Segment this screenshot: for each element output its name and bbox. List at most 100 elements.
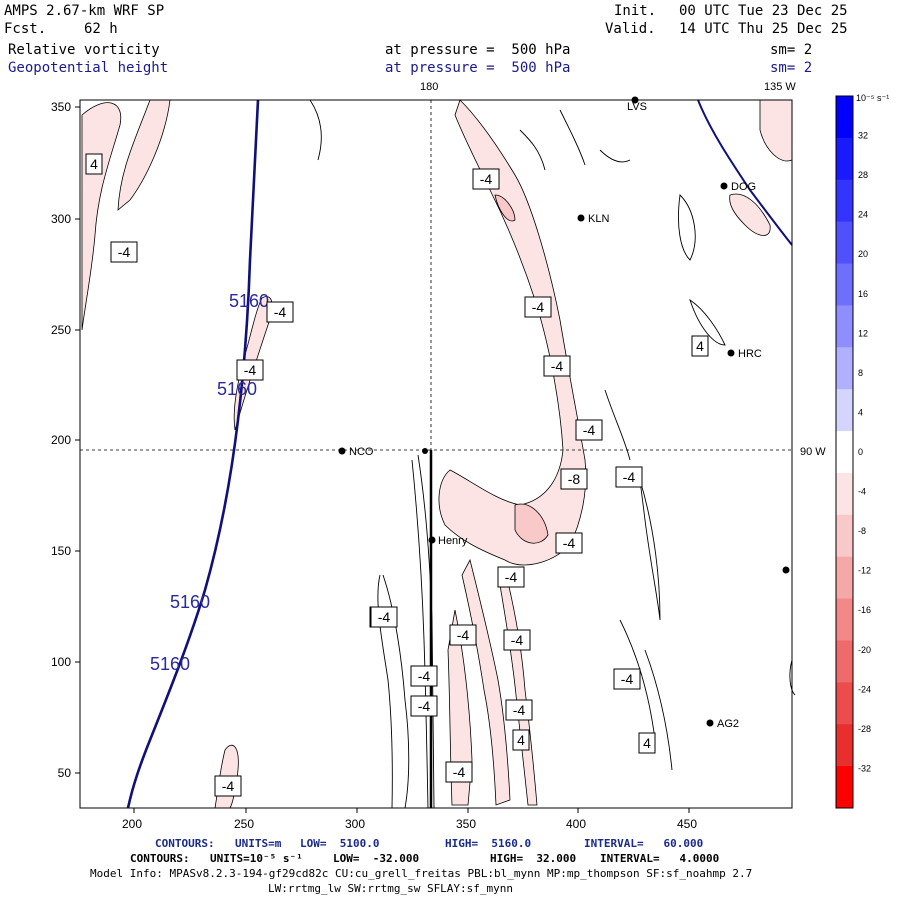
vorticity-label: -4 xyxy=(222,778,235,794)
vorticity-label-box xyxy=(266,301,294,323)
height-contour-edge xyxy=(697,99,793,246)
x-tick: 350 xyxy=(456,817,476,831)
lon-label-135w: 135 W xyxy=(764,81,796,93)
lon-label-90w: 90 W xyxy=(800,446,826,458)
y-tick: 350 xyxy=(51,100,71,114)
y-tick: 200 xyxy=(51,433,71,447)
colorbar-segment xyxy=(836,137,853,181)
valid-label: Valid. xyxy=(605,21,656,37)
colorbar-label: -28 xyxy=(858,724,871,734)
colorbar-label: 12 xyxy=(858,328,868,338)
colorbar-label: -12 xyxy=(858,566,871,576)
map-frame xyxy=(79,99,793,809)
x-tick: 250 xyxy=(234,817,254,831)
colorbar-segment xyxy=(836,221,853,265)
colorbar-segment xyxy=(836,682,853,725)
x-tick: 400 xyxy=(566,817,586,831)
colorbar-label: -8 xyxy=(858,526,866,536)
field1-name: Relative vorticity xyxy=(8,42,160,58)
colorbar-label: 24 xyxy=(858,210,868,220)
vorticity-label-box xyxy=(110,241,138,263)
vorticity-label-box xyxy=(497,566,525,588)
footer-l2-interval: INTERVAL= 4.0000 xyxy=(600,852,720,865)
colorbar-label: 16 xyxy=(858,289,868,299)
vorticity-label: -4 xyxy=(453,764,466,780)
colorbar-label: -24 xyxy=(858,684,871,694)
vorticity-label-box xyxy=(575,419,603,441)
vorticity-label: 4 xyxy=(90,156,98,172)
vorticity-label-box xyxy=(214,775,242,797)
vorticity-labels: 4-4-4-4-4-44-4-4-4-8-4-4-4-4-4-4444-4-4-… xyxy=(85,153,709,797)
colorbar-label: 8 xyxy=(858,368,863,378)
model-info: Model Info: MPASv8.2.3-194-gf29cd82c CU:… xyxy=(90,867,753,880)
height-contour-5160 xyxy=(126,99,260,809)
init-time: 00 UTC Tue 23 Dec 25 xyxy=(679,3,848,19)
y-tick: 150 xyxy=(51,544,71,558)
vorticity-label-box xyxy=(505,699,533,721)
y-tick: 100 xyxy=(51,655,71,669)
vorticity-label: -4 xyxy=(274,304,287,320)
field2-level: at pressure = 500 hPa xyxy=(385,60,571,76)
colorbar-label: 32 xyxy=(858,131,868,141)
vorticity-label: -4 xyxy=(623,469,636,485)
footer-l2-high: HIGH= 32.000 xyxy=(490,852,577,865)
colorbar-segment xyxy=(836,347,853,390)
colorbar-segment xyxy=(836,472,853,516)
station-label: HRC xyxy=(738,348,762,360)
vorticity-label: -4 xyxy=(513,702,526,718)
vorticity-label: -8 xyxy=(568,471,581,487)
colorbar-segment xyxy=(836,263,853,306)
footer-l1-interval: INTERVAL= 60.000 xyxy=(584,837,704,850)
colorbar: 32 28 24 20 16 12 8 4 0 -4 -8 -12 -16 -20 -24 -28 -32 xyxy=(835,95,871,809)
vorticity-label-box xyxy=(503,629,531,651)
vorticity-label-box xyxy=(445,761,473,783)
vorticity-label: -4 xyxy=(118,244,131,260)
colorbar-segment xyxy=(836,514,853,558)
footer-l1-units: UNITS=m xyxy=(235,837,282,850)
axis-ticks xyxy=(75,106,690,813)
vorticity-label-box xyxy=(449,624,477,646)
vorticity-label-box xyxy=(560,468,588,490)
vorticity-label: 4 xyxy=(696,338,704,354)
footer-l1-high: HIGH= 5160.0 xyxy=(445,837,532,850)
vorticity-label-box xyxy=(613,668,641,690)
colorbar-segment xyxy=(836,556,853,600)
footer-l2-contours: CONTOURS: xyxy=(130,852,190,865)
height-label: 5160 xyxy=(170,592,210,612)
vorticity-label: -4 xyxy=(457,627,470,643)
field2-smooth: sm= 2 xyxy=(770,60,813,76)
station-label: LVS xyxy=(627,101,647,113)
vorticity-label-box xyxy=(472,168,500,190)
station-label: DOG xyxy=(731,181,756,193)
y-tick: 250 xyxy=(51,323,71,337)
vorticity-label-box xyxy=(615,466,643,488)
valid-time: 14 UTC Thu 25 Dec 25 xyxy=(679,21,848,37)
y-axis-labels: 350 300 250 200 150 100 50 xyxy=(51,100,71,780)
vorticity-label-box xyxy=(555,532,583,554)
vorticity-label: -4 xyxy=(532,299,545,315)
colorbar-segment xyxy=(836,179,853,223)
x-axis-labels: 200 250 300 350 400 450 xyxy=(122,817,697,831)
vorticity-label-box xyxy=(410,665,438,687)
field2-name: Geopotential height xyxy=(8,60,169,76)
stations: LVS DOG KLN HRC NCO Henry AG2 xyxy=(338,96,790,730)
height-labels: 5160 5160 5160 5160 xyxy=(150,291,269,674)
vorticity-label: -4 xyxy=(480,171,493,187)
vorticity-label-box xyxy=(85,153,103,175)
vorticity-label-box xyxy=(638,732,656,754)
lon-label-180: 180 xyxy=(420,81,438,93)
vorticity-label-box xyxy=(236,359,264,381)
field1-level: at pressure = 500 hPa xyxy=(385,42,571,58)
colorbar-segment xyxy=(836,766,853,809)
x-tick: 200 xyxy=(122,817,142,831)
height-label: 5160 xyxy=(229,291,269,311)
colorbar-label: 4 xyxy=(858,407,863,417)
height-label: 5160 xyxy=(150,654,190,674)
vorticity-label: -4 xyxy=(511,632,524,648)
colorbar-label: -16 xyxy=(858,605,871,615)
colorbar-segment xyxy=(836,305,853,348)
y-tick: 50 xyxy=(58,766,72,780)
vorticity-label-box xyxy=(370,606,398,628)
colorbar-units: 10⁻⁵ s⁻¹ xyxy=(856,93,889,103)
